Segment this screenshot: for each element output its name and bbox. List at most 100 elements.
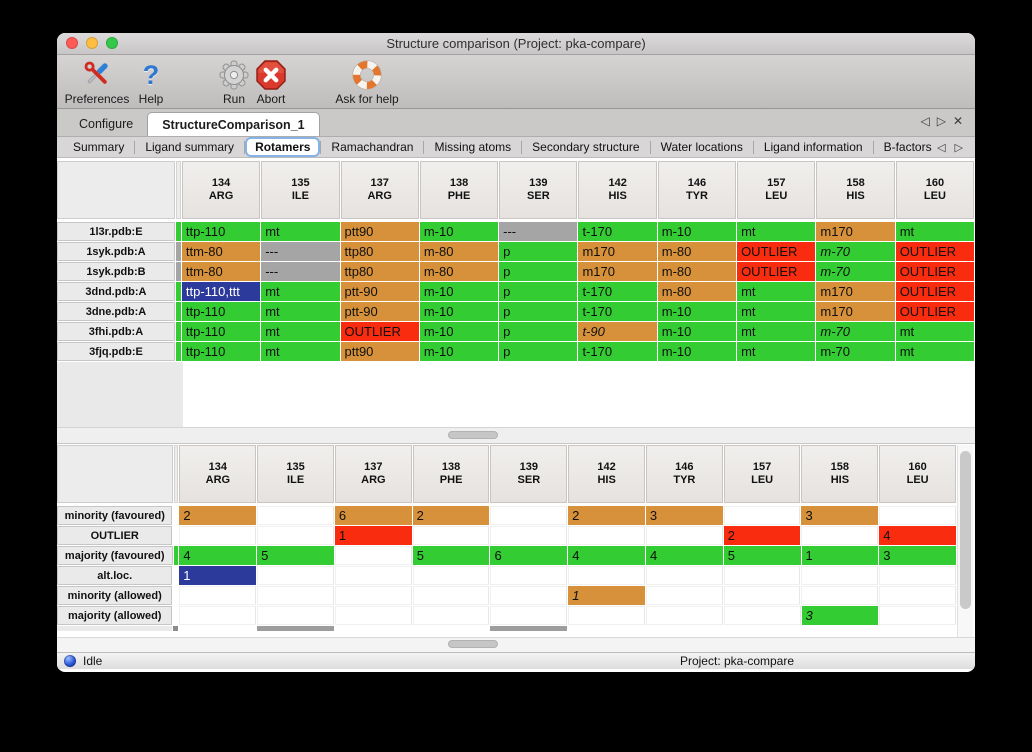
count-cell[interactable]: 1 [334, 526, 412, 545]
rotamer-cell[interactable]: m-10 [657, 322, 737, 341]
tab-configure[interactable]: Configure [79, 117, 134, 131]
column-header[interactable]: 160 LEU [879, 445, 956, 503]
rotamer-cell[interactable]: OUTLIER [340, 322, 419, 341]
nav-right-icon[interactable]: ▷ [936, 114, 946, 128]
rotamer-cell[interactable]: m170 [816, 282, 895, 301]
rotamer-cell[interactable]: p [499, 242, 578, 261]
nav-right-icon[interactable]: ▷ [954, 141, 963, 154]
rotamer-cell[interactable]: m-10 [657, 302, 737, 321]
column-header[interactable]: 157 LEU [737, 161, 816, 219]
count-cell[interactable]: 5 [257, 546, 334, 565]
subtab-missing-atoms[interactable]: Missing atoms [434, 140, 512, 154]
rotamer-cell[interactable]: t-170 [578, 342, 657, 361]
row-label[interactable]: majority (allowed) [57, 606, 173, 625]
count-cell[interactable]: 6 [334, 506, 412, 525]
count-cell[interactable]: 2 [568, 506, 645, 525]
column-header[interactable]: 134 ARG [179, 445, 257, 503]
subtab-b-factors[interactable]: B-factors [883, 140, 932, 154]
rotamer-cell[interactable]: mt [261, 222, 340, 241]
count-cell[interactable] [645, 526, 723, 545]
row-label[interactable]: OUTLIER [57, 526, 173, 545]
count-cell[interactable]: 4 [568, 546, 645, 565]
rotamer-cell[interactable]: OUTLIER [737, 262, 816, 281]
count-cell[interactable]: 6 [490, 546, 568, 565]
row-label[interactable]: 1syk.pdb:A [57, 242, 175, 261]
row-label[interactable]: alt.loc. [57, 566, 173, 585]
splitter-handle-icon[interactable] [448, 431, 498, 439]
count-cell[interactable]: 3 [801, 506, 879, 525]
vertical-scrollbar[interactable] [957, 445, 973, 637]
rotamer-cell[interactable]: mt [737, 322, 816, 341]
row-label[interactable]: 3dnd.pdb:A [57, 282, 175, 301]
rotamer-cell[interactable]: m170 [578, 242, 657, 261]
tab-structurecomparison-1[interactable]: StructureComparison_1 [147, 112, 320, 136]
column-header[interactable]: 146 TYR [657, 161, 737, 219]
rotamer-cell[interactable]: ttp-110 [181, 222, 261, 241]
count-cell[interactable] [412, 526, 490, 545]
rotamer-cell[interactable]: m-10 [419, 302, 499, 321]
rotamer-cell[interactable]: mt [895, 342, 974, 361]
count-cell[interactable] [723, 586, 801, 605]
count-cell[interactable] [879, 606, 957, 625]
help-button[interactable]: ? Help [131, 58, 171, 107]
rotamer-cell[interactable]: OUTLIER [895, 262, 974, 281]
ask-for-help-button[interactable]: Ask for help [325, 58, 409, 106]
rotamer-cell[interactable]: --- [261, 242, 340, 261]
rotamer-cell[interactable]: ptt-90 [340, 302, 419, 321]
count-cell[interactable]: 4 [879, 526, 956, 545]
rotamer-cell[interactable]: m-70 [816, 322, 895, 341]
rotamer-cell[interactable]: --- [261, 262, 340, 281]
column-header[interactable]: 135 ILE [261, 161, 340, 219]
bottom-splitter[interactable] [57, 637, 975, 652]
rotamer-cell[interactable]: m-10 [419, 342, 499, 361]
rotamer-cell[interactable]: ptt-90 [340, 282, 419, 301]
rotamer-cell[interactable]: ttp80 [340, 242, 419, 261]
nav-left-icon[interactable]: ◁ [937, 141, 946, 154]
count-cell[interactable] [412, 566, 490, 585]
count-cell[interactable] [723, 606, 801, 625]
count-cell[interactable] [723, 506, 801, 525]
count-cell[interactable] [568, 606, 645, 625]
column-header[interactable]: 146 TYR [645, 445, 723, 503]
subtab-ligand-information[interactable]: Ligand information [763, 140, 863, 154]
row-label[interactable]: 3fjq.pdb:E [57, 342, 175, 361]
rotamer-cell[interactable]: ptt90 [340, 342, 419, 361]
count-cell[interactable] [412, 606, 490, 625]
count-cell[interactable] [334, 586, 412, 605]
rotamer-cell[interactable]: p [499, 302, 578, 321]
row-label[interactable]: 1syk.pdb:B [57, 262, 175, 281]
rotamer-cell[interactable]: ttm-80 [181, 262, 261, 281]
count-cell[interactable] [645, 586, 723, 605]
subtab-rotamers[interactable]: Rotamers [247, 139, 319, 155]
column-header[interactable]: 139 SER [499, 161, 578, 219]
rotamer-cell[interactable]: p [499, 262, 578, 281]
rotamer-cell[interactable]: OUTLIER [895, 282, 974, 301]
count-cell[interactable] [490, 606, 568, 625]
subtab-summary[interactable]: Summary [73, 140, 125, 154]
rotamer-cell[interactable]: m170 [816, 302, 895, 321]
column-header[interactable]: 137 ARG [340, 161, 419, 219]
rotamer-cell[interactable]: m-70 [816, 242, 895, 261]
count-cell[interactable] [412, 586, 490, 605]
rotamer-cell[interactable]: OUTLIER [895, 242, 974, 261]
count-cell[interactable] [568, 526, 645, 545]
rotamer-cell[interactable]: m-80 [657, 242, 737, 261]
count-cell[interactable] [490, 506, 568, 525]
rotamer-cell[interactable]: t-170 [578, 302, 657, 321]
count-cell[interactable] [879, 506, 957, 525]
rotamer-cell[interactable]: m-80 [419, 262, 499, 281]
count-cell[interactable] [490, 586, 568, 605]
rotamer-cell[interactable]: mt [737, 282, 816, 301]
count-cell[interactable] [801, 526, 879, 545]
count-cell[interactable] [879, 586, 957, 605]
count-cell[interactable]: 1 [179, 566, 256, 585]
count-cell[interactable] [801, 586, 879, 605]
column-header[interactable]: 137 ARG [334, 445, 412, 503]
rotamer-cell[interactable]: mt [261, 302, 340, 321]
column-header[interactable]: 135 ILE [257, 445, 334, 503]
rotamer-cell[interactable]: ttp-110,ttt [181, 282, 261, 301]
rotamer-cell[interactable]: mt [895, 222, 974, 241]
column-header[interactable]: 139 SER [490, 445, 568, 503]
rotamer-cell[interactable]: mt [261, 282, 340, 301]
rotamer-cell[interactable]: --- [499, 222, 578, 241]
